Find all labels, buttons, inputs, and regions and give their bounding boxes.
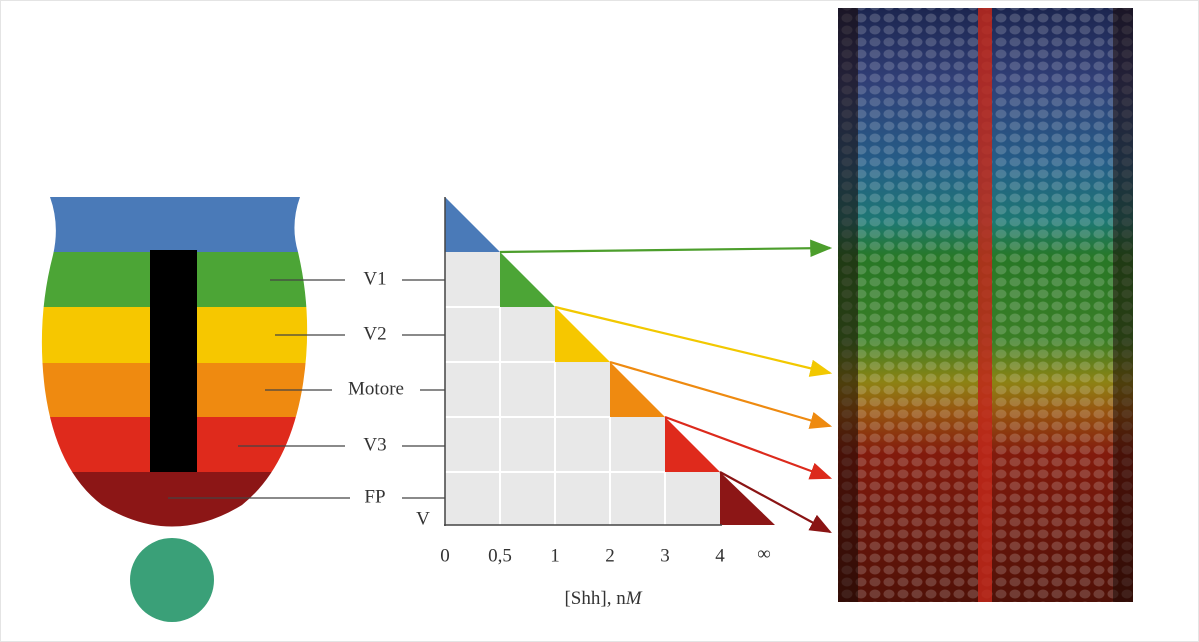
domain-label: V3 [363,434,386,455]
micrograph [838,8,1133,602]
domain-label: V2 [363,323,386,344]
y-axis-label: V [416,508,430,529]
arrows [499,239,833,534]
x-tick-label: 2 [605,545,615,566]
x-tick-label: 4 [715,545,725,566]
x-tick-label: 1 [550,545,560,566]
x-tick-label: ∞ [757,543,771,564]
notochord [130,538,214,622]
leader-lines [168,279,455,499]
x-tick-label: 3 [660,545,670,566]
x-axis-label-text: [Shh], n [564,588,626,609]
domain-label: FP [364,486,385,507]
domain-label: Motore [348,378,404,399]
domain-label: V1 [363,268,386,289]
x-axis-label-unit: M [625,588,643,609]
x-tick-label: 0 [440,545,450,566]
graph [444,197,775,526]
x-tick-label: 0,5 [488,545,512,566]
x-axis-label: [Shh], nM [564,588,642,609]
